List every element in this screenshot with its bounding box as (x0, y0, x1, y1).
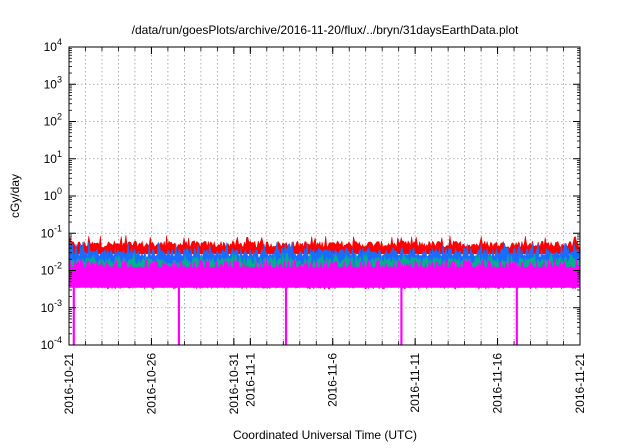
x-tick-label: 2016-10-31 (227, 353, 241, 415)
y-tick-label: 10-2 (41, 261, 62, 278)
y-tick-label: 100 (44, 186, 62, 203)
x-tick-label: 2016-11-11 (408, 353, 422, 413)
y-tick-label: 103 (44, 74, 62, 91)
grid (69, 47, 580, 345)
chart-title: /data/run/goesPlots/archive/2016-11-20/f… (132, 23, 519, 37)
x-axis-label: Coordinated Universal Time (UTC) (233, 428, 417, 442)
series-layer (68, 235, 581, 291)
x-tick-label: 2016-11-1 (243, 353, 257, 407)
x-tick-label: 2016-11-21 (573, 353, 587, 414)
x-tick-label: 2016-10-21 (62, 353, 76, 415)
dip-layer (72, 287, 518, 345)
tick-layer (68, 46, 581, 346)
y-tick-label: 10-1 (41, 223, 62, 240)
x-tick-label: 2016-11-16 (491, 353, 505, 414)
series-1-band (68, 235, 581, 255)
y-tick-label: 104 (44, 37, 62, 54)
x-tick-label: 2016-11-6 (326, 353, 340, 407)
y-tick-label: 101 (44, 149, 62, 166)
y-tick-label: 102 (44, 112, 62, 129)
y-tick-label: 10-3 (41, 298, 62, 315)
y-axis-label: cGy/day (8, 174, 22, 218)
y-tick-label: 10-4 (41, 335, 62, 352)
x-tick-label: 2016-10-26 (144, 353, 158, 415)
y-tick-labels: 10-4 10-3 10-2 10-1 100 101 102 103 104 (41, 37, 62, 352)
series-4-floor (68, 267, 581, 291)
x-tick-labels: 2016-10-21 2016-10-26 2016-10-31 2016-11-1 2… (62, 353, 587, 415)
